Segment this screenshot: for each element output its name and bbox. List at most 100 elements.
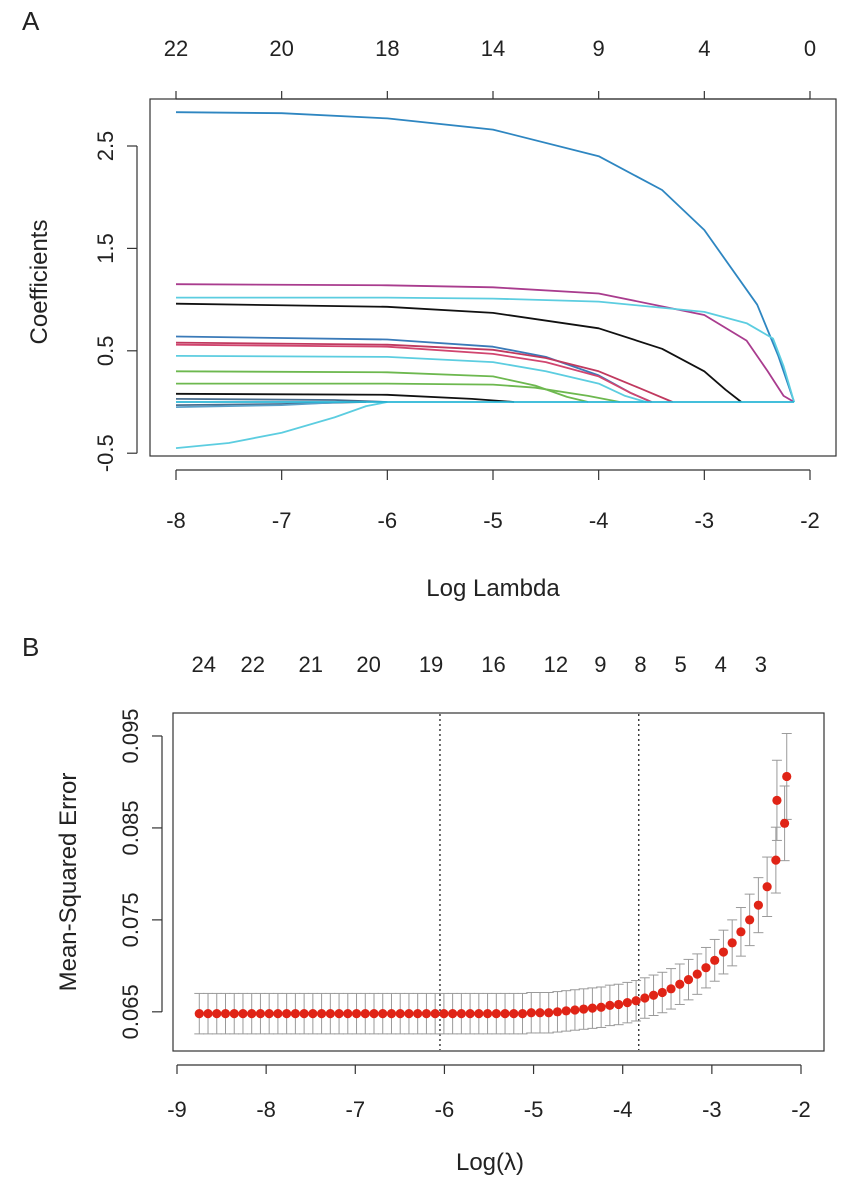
panel-a-line-coef-2 (175, 283, 795, 403)
panel-a-line-coef-3 (176, 296, 795, 403)
panel-b-top-tick-label: 3 (755, 652, 767, 677)
panel-b-top-tick-label: 16 (481, 652, 505, 677)
panel-b-y-tick-label: 0.095 (118, 708, 143, 763)
panel-b-mse-point (316, 1009, 327, 1019)
panel-b-mse-point (762, 882, 772, 892)
panel-a-x-tick-label: -6 (378, 508, 398, 533)
panel-b-mse-point (605, 1000, 615, 1010)
panel-b-mse-point (771, 855, 781, 865)
panel-b-y-label: Mean-Squared Error (55, 773, 82, 992)
panel-a-x-tick-label: -2 (800, 508, 820, 533)
panel-b-mse-point (622, 998, 632, 1008)
panel-b-mse-point (299, 1009, 309, 1019)
panel-b-mse-point (430, 1009, 440, 1019)
panel-b-top-tick-label: 12 (544, 652, 568, 677)
panel-a-x-label: Log Lambda (426, 575, 560, 602)
panel-b-mse-point (579, 1004, 589, 1014)
panel-b-mse-point (439, 1009, 449, 1019)
panel-b-mse-points (194, 771, 792, 1019)
panel-b-mse-point (194, 1009, 204, 1019)
panel-b-mse-point (544, 1008, 554, 1018)
panel-b-plot-frame (172, 712, 825, 1052)
panel-b-mse-point (727, 938, 737, 948)
panel-b-mse-point (692, 969, 702, 979)
panel-a-top-tick-label: 20 (269, 36, 293, 61)
panel-b-top-tick-label: 5 (675, 652, 687, 677)
panel-b-mse-point (404, 1009, 414, 1019)
panel-b-top-tick-label: 20 (356, 652, 380, 677)
panel-b-mse-point (203, 1009, 213, 1019)
panel-b-mse-point (421, 1009, 432, 1019)
panel-b-mse-point (247, 1009, 257, 1019)
panel-b-mse-point (290, 1009, 300, 1019)
panel-a-y-tick-label: 1.5 (93, 233, 118, 264)
panel-b-mse-point (753, 900, 763, 910)
panel-a-line-coef-11 (175, 392, 515, 403)
panel-b-mse-point (587, 1003, 598, 1013)
panel-a-line-coef-14 (175, 401, 346, 408)
panel-b-mse-point (526, 1008, 536, 1018)
panel-b-mse-point (657, 987, 667, 998)
panel-b-y-tick-label: 0.065 (118, 984, 143, 1039)
panel-a: A -8 -7 -6 -5 -4 -3 -2 -0.5 0.5 1.5 2.5 22 20 18 14 9 4 0… (22, 6, 837, 602)
panel-a-x-tick-label: -7 (272, 508, 292, 533)
panel-b-x-tick-label: -3 (702, 1097, 722, 1122)
panel-b-mse-point (675, 979, 685, 989)
panel-b-mse-point (736, 927, 746, 937)
panel-b-mse-point (229, 1009, 239, 1019)
panel-b-mse-point (386, 1009, 397, 1019)
panel-b-top-tick-label: 4 (715, 652, 727, 677)
panel-b-top-tick-label: 24 (192, 652, 216, 677)
panel-b-x-tick-label: -8 (256, 1097, 276, 1122)
panel-b-mse-point (238, 1009, 248, 1019)
panel-b-mse-point (710, 955, 720, 965)
panel-b-mse-point (255, 1009, 266, 1019)
panel-b-mse-point (614, 999, 624, 1010)
panel-b-mse-point (378, 1009, 388, 1019)
panel-b-mse-point (552, 1007, 563, 1017)
panel-a-line-coef-9 (175, 370, 589, 403)
panel-a-top-tick-label: 18 (375, 36, 399, 61)
panel-a-line-coef-15 (175, 401, 388, 449)
panel-b-mse-point (648, 990, 659, 1000)
panel-b-mse-point (369, 1009, 379, 1019)
panel-b-x-tick-label: -4 (613, 1097, 633, 1122)
panel-b-mse-point (220, 1009, 231, 1019)
panel-b: B -9 -8 -7 -6 -5 -4 -3 -2 0.065 0.075 0.085 0.095 24… (22, 632, 825, 1176)
panel-b-mse-point (640, 993, 650, 1003)
panel-b-top-tick-label: 8 (634, 652, 646, 677)
panel-a-coefficient-paths (175, 111, 795, 449)
panel-a-y-tick-label: -0.5 (93, 434, 118, 472)
panel-b-y-tick-label: 0.085 (118, 800, 143, 855)
panel-a-x-tick-label: -3 (695, 508, 715, 533)
panel-b-mse-point (448, 1009, 458, 1019)
panel-a-top-tick-label: 0 (804, 36, 816, 61)
panel-b-mse-point (264, 1009, 274, 1019)
panel-b-mse-point (631, 996, 641, 1006)
panel-b-x-tick-label: -7 (346, 1097, 366, 1122)
panel-b-top-tick-label: 9 (594, 652, 606, 677)
panel-b-axes: -9 -8 -7 -6 -5 -4 -3 -2 0.065 0.075 0.085 0.095 24 22… (118, 652, 811, 1122)
panel-b-x-label: Log(λ) (456, 1149, 524, 1176)
panel-a-letter: A (22, 6, 40, 36)
panel-a-line-coef-4 (175, 302, 742, 403)
panel-a-top-tick-label: 22 (164, 36, 188, 61)
panel-b-mse-point (701, 963, 711, 973)
panel-b-mse-point (482, 1009, 493, 1019)
panel-b-mse-point (343, 1009, 353, 1019)
panel-b-mse-point (596, 1002, 606, 1012)
panel-b-top-tick-label: 21 (298, 652, 322, 677)
panel-b-x-tick-label: -5 (524, 1097, 544, 1122)
panel-a-y-tick-label: 0.5 (93, 336, 118, 367)
panel-b-mse-point (474, 1009, 484, 1019)
panel-b-mse-point (718, 947, 729, 957)
panel-a-x-tick-label: -5 (483, 508, 503, 533)
panel-a-line-coef-1 (175, 111, 795, 403)
panel-b-top-tick-label: 19 (419, 652, 443, 677)
panel-b-mse-point (413, 1009, 423, 1019)
panel-a-x-tick-label: -8 (166, 508, 186, 533)
panel-b-mse-point (561, 1006, 571, 1016)
panel-b-lambda-lines (439, 714, 640, 1050)
panel-a-top-tick-label: 9 (593, 36, 605, 61)
panel-b-mse-point (351, 1009, 362, 1019)
